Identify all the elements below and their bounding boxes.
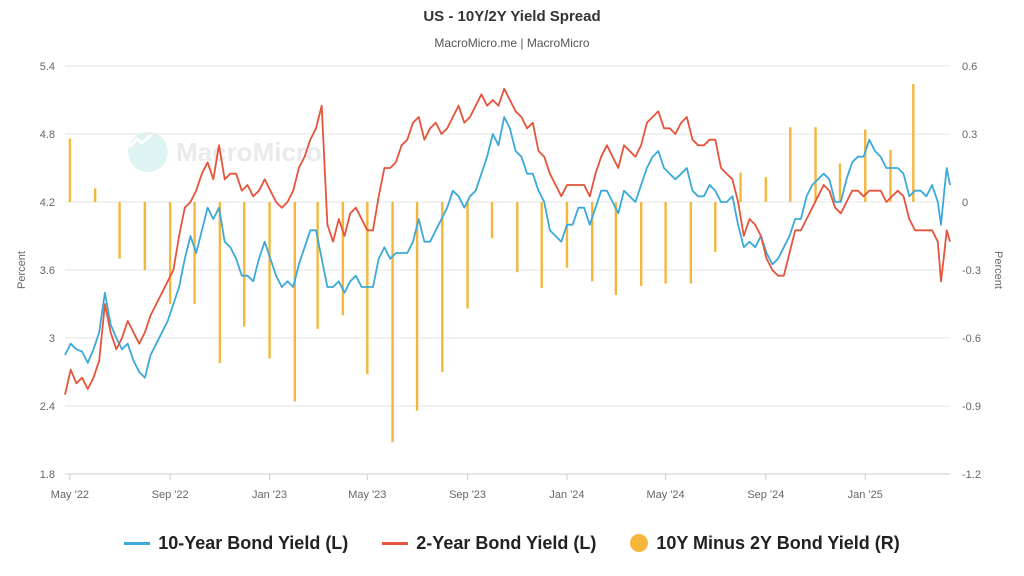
legend-label-two-year: 2-Year Bond Yield (L) <box>416 532 597 553</box>
spread-bar <box>516 202 519 273</box>
legend: 10-Year Bond Yield (L) 2-Year Bond Yield… <box>0 527 1024 559</box>
y-tick-label-right: -0.3 <box>962 265 981 277</box>
x-tick-label: May '23 <box>348 489 386 501</box>
legend-item-ten-year[interactable]: 10-Year Bond Yield (L) <box>124 533 348 554</box>
two-year-yield-line <box>64 87 951 395</box>
legend-label-ten-year: 10-Year Bond Yield (L) <box>158 532 349 553</box>
y-axis-title-right: Percent <box>992 251 1004 289</box>
spread-bar <box>143 202 147 270</box>
axes: 1.8 2.4 3 3.6 4.2 4.8 5.4 -1.2 -0.9 -0.6 -0.3 0 0.3 0… <box>16 61 1004 501</box>
x-tick-label: Jan '25 <box>848 489 883 501</box>
y-tick-label-right: -0.9 <box>962 401 981 413</box>
spread-bar <box>814 127 817 202</box>
spread-bar <box>93 188 97 202</box>
spread-bar <box>441 202 444 372</box>
spread-bar <box>490 202 494 239</box>
chart-plot: 1.8 2.4 3 3.6 4.2 4.8 5.4 -1.2 -0.9 -0.6 -0.3 0 0.3 0… <box>16 61 1004 501</box>
y-tick-label-left: 1.8 <box>40 469 55 481</box>
chart-title: US - 10Y/2Y Yield Spread <box>423 8 601 25</box>
spread-bar <box>366 202 369 375</box>
spread-bar <box>118 202 121 259</box>
legend-swatch-two-year <box>382 541 409 545</box>
y-tick-label-right: -1.2 <box>962 469 981 481</box>
spread-bar <box>193 202 196 304</box>
watermark-logo-icon <box>128 132 168 172</box>
legend-label-spread: 10Y Minus 2Y Bond Yield (R) <box>656 532 900 553</box>
spread-bar <box>415 202 419 411</box>
y-tick-label-left: 4.8 <box>40 129 55 141</box>
spread-bar <box>689 202 693 284</box>
watermark: MacroMicro <box>128 132 322 172</box>
y-tick-label-left: 4.2 <box>40 197 55 209</box>
y-tick-label-left: 2.4 <box>40 401 55 413</box>
legend-item-two-year[interactable]: 2-Year Bond Yield (L) <box>382 533 596 554</box>
x-tick-label: Sep '22 <box>152 489 189 501</box>
spread-bar <box>591 202 594 282</box>
grid-lines <box>65 65 950 475</box>
x-tick-label: Jan '24 <box>549 489 584 501</box>
spread-bar <box>466 202 469 309</box>
x-tick-label: Sep '23 <box>449 489 486 501</box>
spread-bar <box>889 149 892 202</box>
spread-bar <box>243 202 246 327</box>
spread-bar <box>565 202 569 268</box>
legend-swatch-spread <box>630 534 649 552</box>
spread-bar <box>639 202 643 286</box>
legend-swatch-ten-year <box>124 541 151 545</box>
spread-bar <box>838 163 842 202</box>
x-tick-label: May '22 <box>51 489 89 501</box>
spread-bar <box>614 202 618 295</box>
legend-item-spread[interactable]: 10Y Minus 2Y Bond Yield (R) <box>630 532 900 554</box>
spread-bar <box>864 129 867 202</box>
spread-bar <box>293 202 297 402</box>
ten-year-yield-line <box>64 116 951 379</box>
spread-bar <box>714 202 717 252</box>
y-tick-label-right: 0.6 <box>962 61 977 73</box>
spread-bar <box>341 202 345 316</box>
spread-bar <box>540 202 543 289</box>
spread-bar <box>68 138 72 202</box>
y-tick-label-left: 3.6 <box>40 265 55 277</box>
y-tick-label-right: 0.3 <box>962 129 977 141</box>
spread-bar <box>664 202 667 284</box>
y-axis-title-left: Percent <box>16 251 28 289</box>
chart-subtitle: MacroMicro.me | MacroMicro <box>434 36 590 50</box>
spread-bar <box>168 202 172 304</box>
spread-bar <box>316 202 319 329</box>
spread-bar <box>218 202 222 363</box>
yield-lines <box>64 87 951 395</box>
spread-bar <box>912 84 915 202</box>
y-tick-label-left: 5.4 <box>40 61 55 73</box>
spread-bars <box>68 84 915 443</box>
y-tick-label-left: 3 <box>49 333 55 345</box>
y-tick-label-right: 0 <box>962 197 968 209</box>
watermark-text: MacroMicro <box>176 136 322 167</box>
y-tick-label-right: -0.6 <box>962 333 981 345</box>
spread-bar <box>789 127 792 202</box>
x-tick-label: Sep '24 <box>747 489 784 501</box>
spread-bar <box>739 172 742 202</box>
spread-bar <box>391 202 394 443</box>
spread-bar <box>268 202 271 359</box>
x-tick-label: Jan '23 <box>252 489 287 501</box>
spread-bar <box>764 177 768 202</box>
x-tick-label: May '24 <box>647 489 685 501</box>
